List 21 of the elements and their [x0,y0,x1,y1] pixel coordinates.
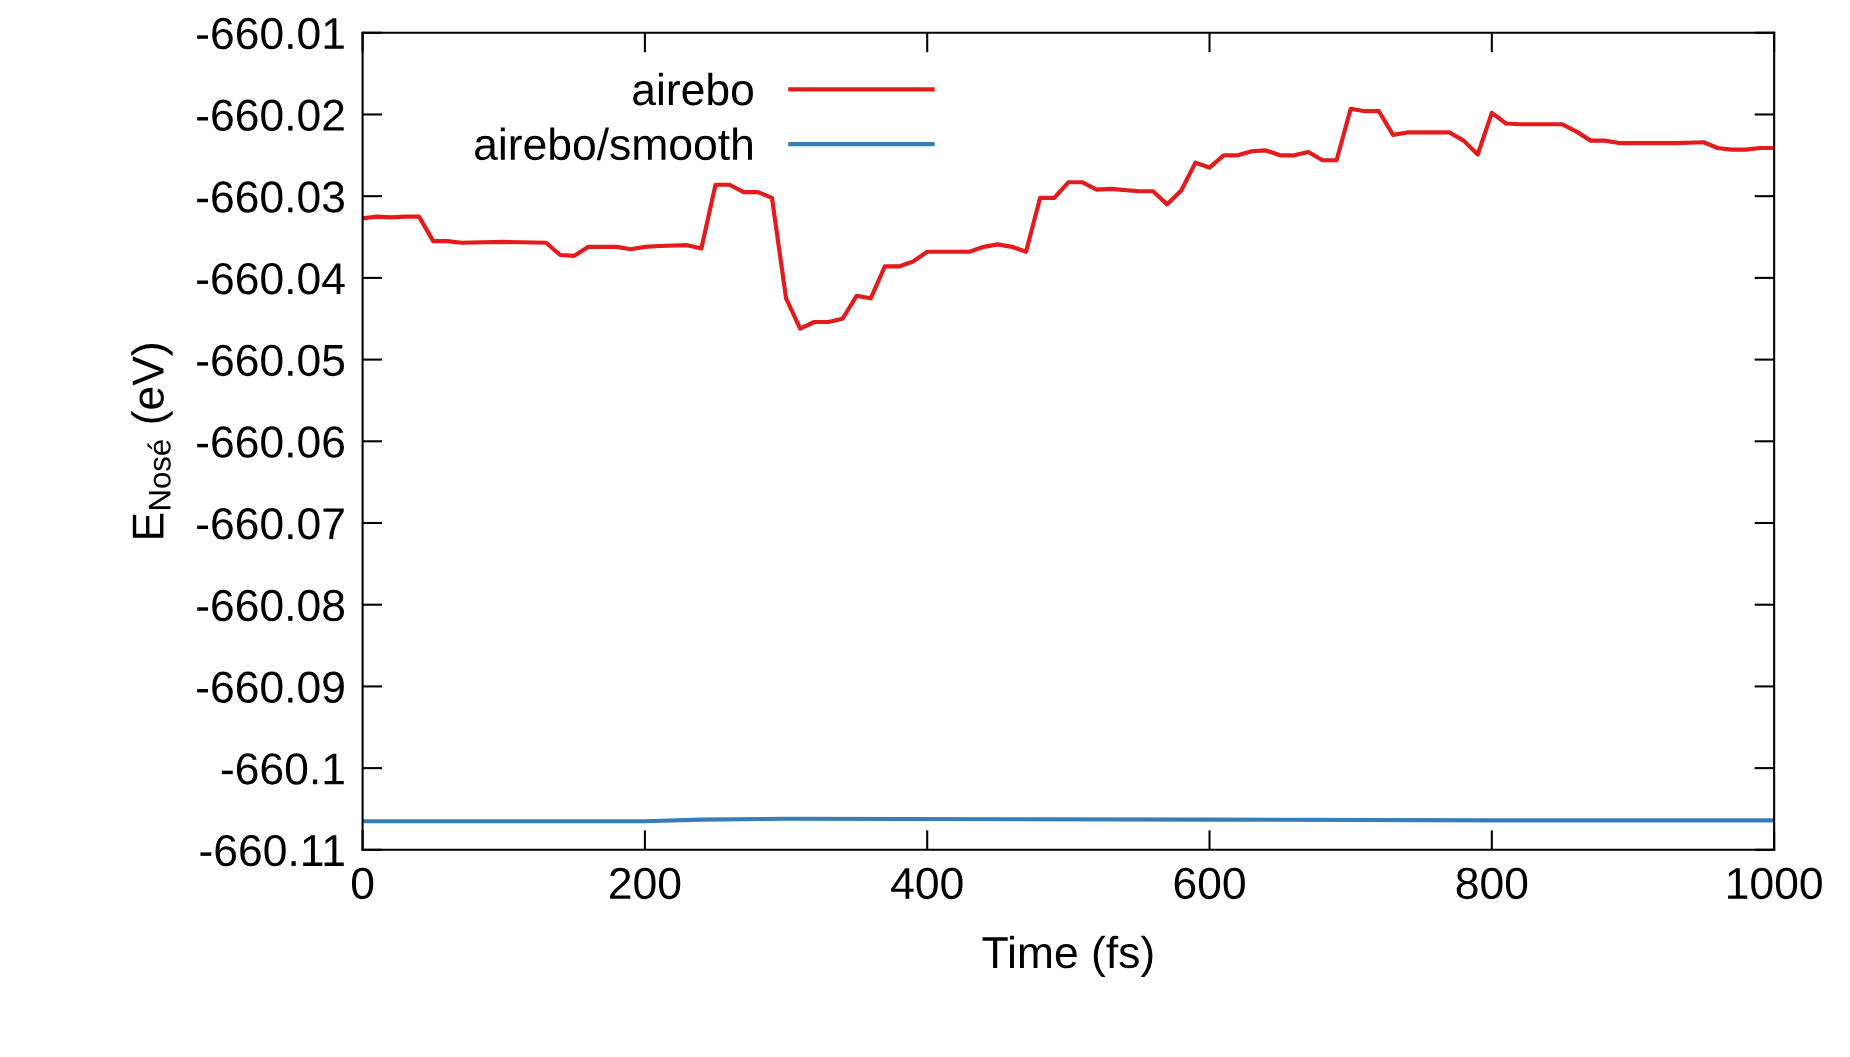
x-tick-label: 1000 [1728,867,1822,900]
y-axis-title: E$_{Nosé}$ (eV) [131,344,173,538]
y-tick-label: -660.02 [197,99,344,132]
x-tick-label: 0 [351,867,374,900]
y-tick-label: -660.09 [197,671,344,703]
y-tick-label: -660.01 [197,17,344,50]
legend-label: airebo/smooth [475,127,752,161]
y-tick-label: -660.11 [200,834,344,867]
y-tick-label: -660.06 [197,426,344,458]
x-tick-label: 600 [1174,867,1245,900]
legend-label: airebo [633,72,753,106]
y-tick-label: -660.05 [197,344,345,377]
y-tick-label: -660.03 [197,181,344,213]
y-tick-label: -660.07 [197,508,344,540]
y-tick-label: -660.04 [197,262,345,295]
x-tick-label: 400 [891,867,963,900]
x-tick-label: 200 [610,867,681,900]
x-axis-title: Time (fs) [982,935,1153,978]
x-tick-label: 800 [1456,867,1528,900]
y-tick-label: -660.1 [221,753,344,785]
y-tick-label: -660.08 [197,589,345,622]
